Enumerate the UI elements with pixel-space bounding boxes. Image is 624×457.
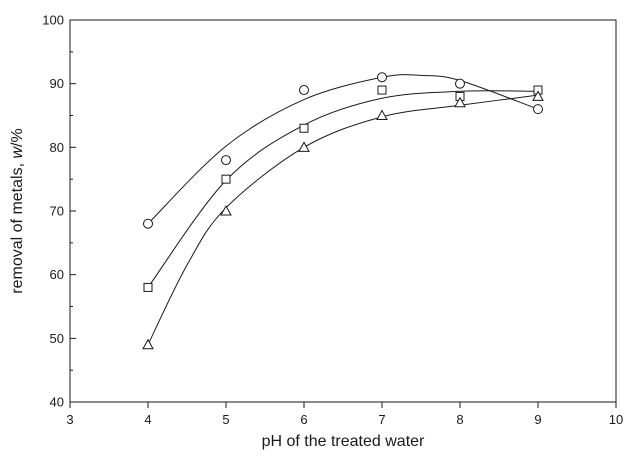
x-tick-label: 6 xyxy=(300,412,307,427)
x-axis-ticks: 3 4 5 6 7 8 9 10 xyxy=(66,402,623,427)
x-tick-label: 10 xyxy=(609,412,623,427)
x-tick-label: 5 xyxy=(222,412,229,427)
y-tick-label: 40 xyxy=(50,395,64,410)
triangle-marker xyxy=(220,204,232,216)
x-tick-label: 4 xyxy=(144,412,151,427)
circle-marker xyxy=(533,104,543,115)
square-marker xyxy=(377,85,387,95)
fit-curve-triangle xyxy=(147,94,539,345)
y-tick-label: 50 xyxy=(50,331,64,346)
y-axis-title: removal of metals, w/% xyxy=(9,128,26,293)
fit-curve-square xyxy=(147,90,539,288)
circle-marker xyxy=(455,78,465,89)
triangle-marker xyxy=(142,338,154,350)
fit-curves xyxy=(147,74,539,345)
data-markers xyxy=(142,72,544,350)
y-tick-label: 60 xyxy=(50,267,64,282)
plot-frame xyxy=(69,19,617,403)
y-axis-title-unit: /% xyxy=(9,128,26,147)
x-tick-label: 3 xyxy=(66,412,73,427)
y-axis-ticks: 40 50 60 70 80 90 100 xyxy=(42,13,76,410)
circle-marker xyxy=(299,85,309,96)
triangle-marker xyxy=(376,109,388,120)
square-marker xyxy=(221,174,231,184)
y-tick-label: 70 xyxy=(50,204,64,219)
y-axis-title-text: removal of metals, xyxy=(9,159,26,294)
y-axis-title-symbol: w xyxy=(9,146,26,159)
square-marker xyxy=(299,123,309,133)
circle-marker xyxy=(221,155,231,166)
y-tick-label: 100 xyxy=(42,13,64,28)
x-tick-label: 8 xyxy=(456,412,463,427)
square-marker xyxy=(143,282,153,292)
triangle-marker xyxy=(454,96,466,108)
x-axis-title: pH of the treated water xyxy=(262,433,425,450)
triangle-marker xyxy=(298,141,310,152)
circle-marker xyxy=(377,72,387,83)
triangle-marker xyxy=(532,90,544,101)
y-tick-label: 90 xyxy=(50,76,64,91)
y-tick-label: 80 xyxy=(50,140,64,155)
x-tick-label: 7 xyxy=(378,412,385,427)
circle-marker xyxy=(143,218,153,229)
x-tick-label: 9 xyxy=(534,412,541,427)
fit-curve-circle xyxy=(147,74,539,225)
